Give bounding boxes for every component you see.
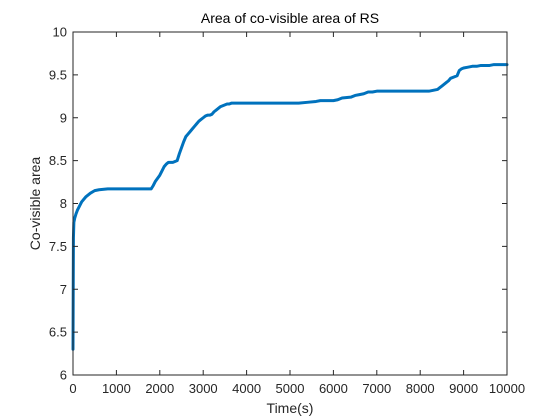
y-axis-ticks: 6 6.5 7 7.5 8 8.5 9 9.5 10 — [49, 25, 507, 383]
x-tick-label: 2000 — [145, 381, 174, 396]
y-tick-label: 8 — [60, 196, 67, 211]
y-axis-label: Co-visible area — [27, 157, 43, 251]
x-tick-label: 5000 — [276, 381, 305, 396]
series-layer — [71, 63, 509, 351]
x-tick-label: 1000 — [102, 381, 131, 396]
x-tick-label: 0 — [69, 381, 76, 396]
x-tick-label: 3000 — [189, 381, 218, 396]
x-tick-label: 8000 — [406, 381, 435, 396]
series-line-0 — [71, 63, 509, 351]
y-tick-label: 7.5 — [49, 239, 67, 254]
x-tick-label: 6000 — [319, 381, 348, 396]
y-tick-label: 10 — [53, 25, 67, 40]
y-tick-label: 9.5 — [49, 67, 67, 82]
x-tick-label: 10000 — [489, 381, 525, 396]
x-tick-label: 4000 — [232, 381, 261, 396]
plot-area — [73, 32, 507, 375]
x-tick-label: 7000 — [362, 381, 391, 396]
y-tick-label: 8.5 — [49, 153, 67, 168]
y-tick-label: 6 — [60, 368, 67, 383]
y-tick-label: 6.5 — [49, 325, 67, 340]
x-tick-label: 9000 — [449, 381, 478, 396]
y-tick-label: 9 — [60, 110, 67, 125]
y-tick-label: 7 — [60, 282, 67, 297]
x-axis-ticks: 0 1000 2000 3000 4000 5000 6000 7000 8000 9000 100… — [69, 32, 525, 396]
x-axis-label: Time(s) — [267, 400, 314, 416]
chart-title: Area of co-visible area of RS — [201, 10, 379, 26]
